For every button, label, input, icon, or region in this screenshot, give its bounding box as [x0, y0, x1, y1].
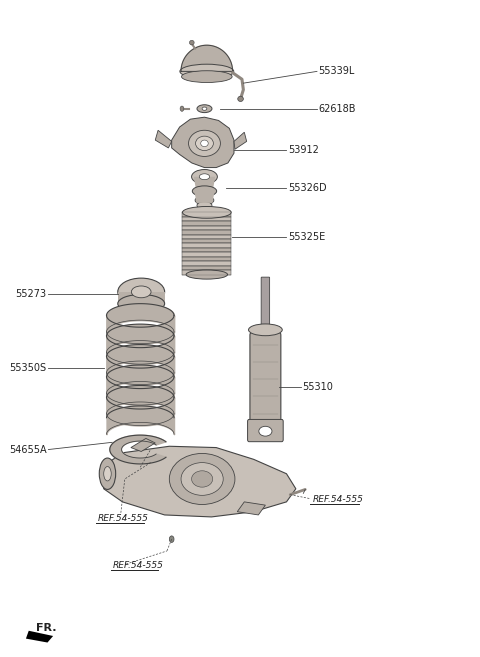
Text: 55350S: 55350S: [10, 363, 47, 373]
Polygon shape: [194, 177, 215, 193]
Ellipse shape: [259, 426, 272, 436]
Ellipse shape: [202, 107, 207, 110]
Ellipse shape: [104, 466, 111, 481]
Ellipse shape: [180, 64, 234, 79]
Ellipse shape: [195, 196, 214, 205]
Text: 55310: 55310: [302, 382, 333, 392]
Polygon shape: [182, 212, 231, 217]
Ellipse shape: [197, 104, 212, 112]
Text: 54655A: 54655A: [9, 445, 47, 455]
Polygon shape: [26, 631, 53, 643]
Ellipse shape: [99, 458, 116, 489]
Ellipse shape: [238, 97, 243, 101]
Ellipse shape: [189, 130, 220, 156]
Polygon shape: [182, 217, 231, 221]
Polygon shape: [181, 45, 233, 72]
Polygon shape: [234, 132, 247, 149]
Ellipse shape: [118, 278, 165, 306]
Ellipse shape: [181, 71, 232, 83]
Ellipse shape: [197, 202, 212, 210]
Polygon shape: [104, 446, 296, 517]
Text: 55339L: 55339L: [318, 66, 355, 76]
Polygon shape: [182, 265, 231, 270]
Polygon shape: [131, 438, 155, 451]
Polygon shape: [118, 292, 165, 304]
Text: REF.54-555: REF.54-555: [98, 514, 149, 523]
Ellipse shape: [182, 206, 231, 218]
Polygon shape: [182, 270, 231, 275]
Polygon shape: [182, 244, 231, 248]
Ellipse shape: [249, 324, 282, 336]
FancyBboxPatch shape: [248, 419, 283, 442]
Polygon shape: [182, 248, 231, 252]
Ellipse shape: [169, 453, 235, 505]
Polygon shape: [155, 130, 172, 148]
Polygon shape: [172, 117, 234, 168]
Text: REF.54-555: REF.54-555: [113, 561, 164, 570]
Polygon shape: [182, 226, 231, 230]
Ellipse shape: [190, 40, 194, 45]
Ellipse shape: [169, 536, 174, 543]
FancyBboxPatch shape: [250, 332, 281, 426]
Polygon shape: [194, 193, 214, 203]
Polygon shape: [182, 252, 231, 257]
Polygon shape: [182, 239, 231, 244]
Ellipse shape: [201, 140, 208, 147]
Ellipse shape: [186, 270, 228, 279]
Text: 55326D: 55326D: [288, 183, 326, 193]
Ellipse shape: [118, 294, 165, 313]
Ellipse shape: [192, 186, 216, 196]
Text: FR.: FR.: [36, 623, 56, 633]
Text: REF.54-555: REF.54-555: [312, 495, 363, 505]
Polygon shape: [110, 435, 166, 464]
Text: 55325E: 55325E: [288, 232, 325, 242]
Text: 55273: 55273: [15, 289, 47, 299]
FancyBboxPatch shape: [261, 277, 270, 336]
Polygon shape: [182, 221, 231, 226]
Polygon shape: [237, 502, 265, 515]
Ellipse shape: [199, 173, 210, 179]
Polygon shape: [182, 235, 231, 239]
Text: 62618B: 62618B: [318, 104, 356, 114]
Text: 53912: 53912: [288, 145, 319, 155]
Polygon shape: [182, 257, 231, 261]
Ellipse shape: [195, 136, 214, 150]
Ellipse shape: [192, 471, 213, 487]
Ellipse shape: [180, 106, 184, 111]
Ellipse shape: [192, 170, 217, 184]
Polygon shape: [182, 261, 231, 265]
Ellipse shape: [181, 463, 223, 495]
Polygon shape: [182, 230, 231, 235]
Ellipse shape: [132, 286, 151, 298]
